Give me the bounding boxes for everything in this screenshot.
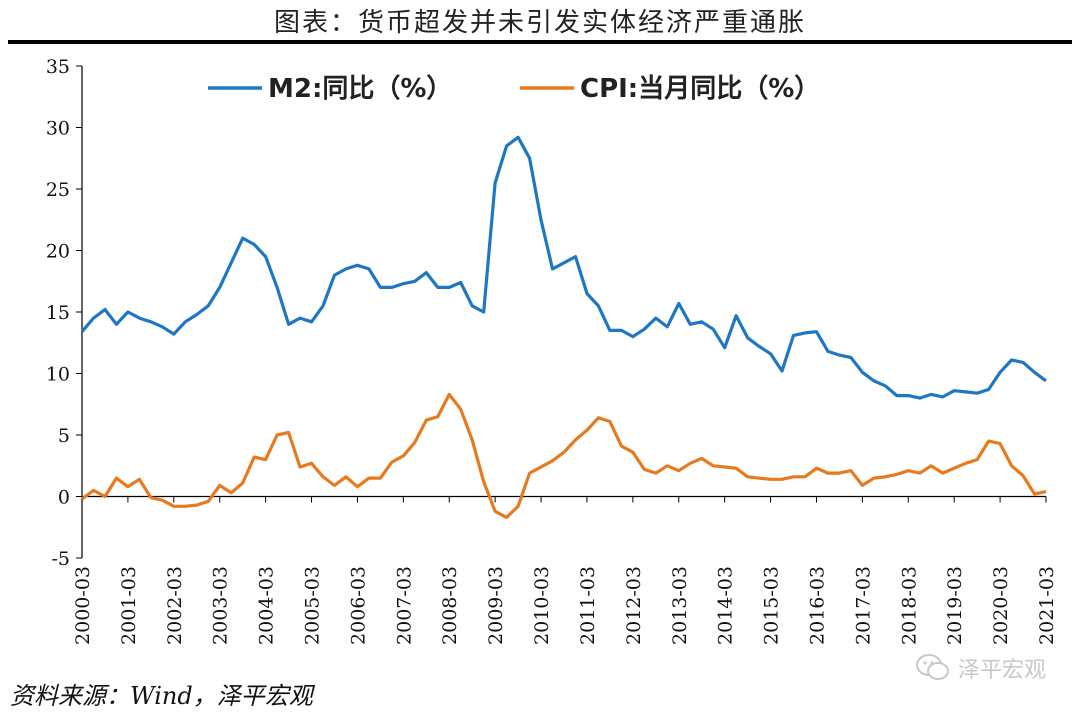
page-title: 图表：货币超发并未引发实体经济严重通胀 [273, 8, 806, 38]
x-tick-label: 2004-03 [256, 566, 278, 645]
x-tick-label: 2019-03 [944, 566, 966, 645]
x-tick-label: 2014-03 [715, 566, 737, 645]
x-tick-label: 2018-03 [898, 566, 920, 645]
y-tick-label: 15 [46, 302, 70, 324]
chart-legend: M2:同比（%） CPI:当月同比（%） [208, 74, 820, 104]
x-tick-label: 2009-03 [485, 566, 507, 645]
x-tick-label: 2001-03 [118, 566, 140, 645]
wechat-icon [915, 654, 949, 680]
y-tick-label: -5 [51, 548, 70, 570]
watermark-text: 泽平宏观 [957, 658, 1046, 683]
x-tick-label: 2010-03 [531, 566, 553, 645]
source-note: 资料来源：Wind，泽平宏观 [10, 682, 313, 710]
x-tick-label: 2016-03 [806, 566, 828, 645]
x-tick-label: 2000-03 [72, 566, 94, 645]
y-tick-label: 30 [46, 118, 70, 140]
x-tick-label: 2008-03 [439, 566, 461, 645]
m2-series-line [80, 135, 1047, 400]
y-tick-label: 20 [46, 241, 70, 263]
x-tick-label: 2002-03 [164, 566, 186, 645]
x-tick-label: 2005-03 [302, 566, 324, 645]
x-tick-label: 2011-03 [577, 566, 599, 645]
legend-label-cpi: CPI:当月同比（%） [580, 74, 820, 104]
x-tick-label: 2015-03 [761, 566, 783, 645]
y-tick-label: 10 [46, 364, 70, 386]
series-layer [80, 135, 1047, 519]
y-tick-label: 35 [46, 56, 70, 78]
legend-label-m2: M2:同比（%） [268, 74, 452, 104]
x-tick-label: 2017-03 [852, 566, 874, 645]
cpi-series-line [81, 392, 1047, 519]
y-tick-label: 5 [58, 425, 70, 447]
line-chart: -5 0 5 10 15 20 25 30 35 2000-03 2001-03 2002-03 200… [46, 56, 1058, 645]
watermark: 泽平宏观 [915, 652, 1046, 684]
title-divider [8, 40, 1072, 44]
x-tick-label: 2006-03 [347, 566, 369, 645]
y-tick-label: 0 [58, 487, 70, 509]
y-tick-label: 25 [46, 179, 70, 201]
chart-axes: -5 0 5 10 15 20 25 30 35 2000-03 2001-03 2002-03 200… [46, 56, 1058, 645]
x-tick-label: 2007-03 [393, 566, 415, 645]
x-tick-label: 2013-03 [669, 566, 691, 645]
x-tick-label: 2020-03 [990, 566, 1012, 645]
x-tick-label: 2012-03 [623, 566, 645, 645]
x-tick-label: 2021-03 [1036, 566, 1058, 645]
x-tick-label: 2003-03 [210, 566, 232, 645]
